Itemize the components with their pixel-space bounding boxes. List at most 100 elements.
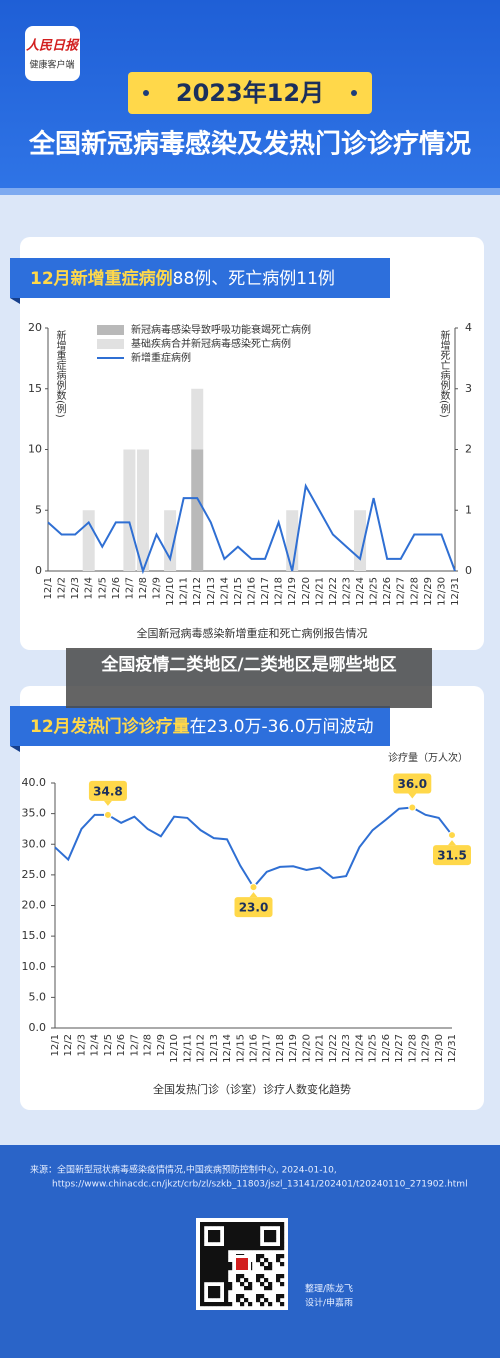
dot xyxy=(351,90,357,96)
date: 2023年12月 xyxy=(176,79,324,107)
qr-cell xyxy=(204,1262,209,1267)
qr-cell xyxy=(224,1278,229,1283)
x-tick-label: 12/17 xyxy=(260,577,271,606)
x-tick-label: 12/5 xyxy=(97,577,108,599)
point xyxy=(249,883,258,892)
qr-cell xyxy=(260,1294,265,1299)
qr-cell xyxy=(216,1286,221,1291)
x-tick-label: 12/25 xyxy=(369,577,380,606)
qr-cell xyxy=(236,1298,241,1303)
qr-cell xyxy=(200,1258,205,1263)
x-tick-label: 12/13 xyxy=(209,1034,220,1063)
qr-cell xyxy=(220,1270,225,1275)
qr-cell xyxy=(268,1238,273,1243)
qr-cell xyxy=(224,1250,229,1255)
qr-cell xyxy=(240,1230,245,1235)
data-label: 23.0 xyxy=(239,901,269,915)
qr-cell xyxy=(212,1294,217,1299)
qr-cell xyxy=(232,1234,237,1239)
qr-cell xyxy=(272,1246,277,1251)
qr-cell xyxy=(204,1270,209,1275)
qr-cell xyxy=(208,1262,213,1267)
qr-cell xyxy=(276,1298,281,1303)
x-tick-label: 12/11 xyxy=(182,1034,193,1063)
qr-cell xyxy=(272,1222,277,1227)
qr-cell xyxy=(212,1238,217,1243)
qr-cell xyxy=(208,1222,213,1227)
x-tick-label: 12/6 xyxy=(111,577,122,599)
qr-cell xyxy=(212,1230,217,1235)
qr-cell xyxy=(260,1274,265,1279)
qr-cell xyxy=(248,1226,253,1231)
qr-cell xyxy=(256,1238,261,1243)
qr-cell xyxy=(208,1254,213,1259)
qr-cell xyxy=(200,1254,205,1259)
qr-cell xyxy=(236,1278,241,1283)
x-tick-label: 12/23 xyxy=(341,1034,352,1063)
banner-fold xyxy=(10,746,20,752)
qr-cell xyxy=(204,1274,209,1279)
qr-cell xyxy=(248,1282,253,1287)
logo-sub: 健康客户端 xyxy=(29,59,74,71)
x-tick-label: 12/8 xyxy=(138,577,149,599)
y-axis-label: 新增重症病例数(例) xyxy=(54,329,66,418)
qr-cell xyxy=(248,1246,253,1251)
qr-cell xyxy=(228,1238,233,1243)
qr-cell xyxy=(252,1246,257,1251)
qr-cell xyxy=(240,1242,245,1247)
qr-cell xyxy=(268,1222,273,1227)
qr-cell xyxy=(200,1226,205,1231)
x-tick-label: 12/21 xyxy=(314,577,325,606)
qr-cell xyxy=(200,1294,205,1299)
x-tick-label: 12/6 xyxy=(116,1034,127,1056)
qr-cell xyxy=(200,1270,205,1275)
qr-cell xyxy=(244,1246,249,1251)
x-tick-label: 12/21 xyxy=(315,1034,326,1063)
y-tick-label: 15 xyxy=(28,382,42,395)
qr-cell xyxy=(224,1234,229,1239)
x-tick-label: 12/28 xyxy=(407,1034,418,1063)
point xyxy=(408,803,417,812)
chart-title: 12月发热门诊诊疗量在23.0万-36.0万间波动 xyxy=(30,716,374,737)
bar xyxy=(191,449,204,571)
qr-cell xyxy=(268,1282,273,1287)
qr-cell xyxy=(272,1230,277,1235)
title-rest: 在23.0万-36.0万间波动 xyxy=(190,717,374,737)
x-tick-label: 12/31 xyxy=(450,577,461,606)
qr-cell xyxy=(280,1294,285,1299)
legend-swatch xyxy=(97,325,124,335)
x-tick-label: 12/14 xyxy=(222,1034,233,1063)
x-tick-label: 12/9 xyxy=(152,577,163,599)
qr-cell xyxy=(276,1278,281,1283)
qr-cell xyxy=(220,1258,225,1263)
qr-cell xyxy=(256,1274,261,1279)
x-tick-label: 12/26 xyxy=(382,577,393,606)
qr-cell xyxy=(252,1226,257,1231)
x-tick-label: 12/5 xyxy=(103,1034,114,1056)
qr-cell xyxy=(224,1238,229,1243)
caption: 全国新冠病毒感染新增重症和死亡病例报告情况 xyxy=(137,626,368,640)
x-tick-label: 12/20 xyxy=(301,577,312,606)
x-tick-label: 12/12 xyxy=(196,1034,207,1063)
x-tick-label: 12/10 xyxy=(165,577,176,606)
qr-cell xyxy=(200,1278,205,1283)
qr-cell xyxy=(244,1230,249,1235)
qr-cell xyxy=(200,1286,205,1291)
label-pointer xyxy=(408,793,417,799)
qr-cell xyxy=(200,1290,205,1295)
x-tick-label: 12/22 xyxy=(328,577,339,606)
qr-cell xyxy=(276,1222,281,1227)
qr-cell xyxy=(200,1238,205,1243)
qr-cell xyxy=(244,1278,249,1283)
legend-swatch xyxy=(97,339,124,349)
qr-cell xyxy=(280,1238,285,1243)
qr-cell xyxy=(268,1286,273,1291)
x-tick-label: 12/23 xyxy=(341,577,352,606)
date-pill xyxy=(128,72,372,114)
source: 来源：全国新型冠状病毒感染疫情情况,中国疾病预防控制中心, 2024-01-10… xyxy=(30,1164,337,1176)
qr-cell xyxy=(248,1302,253,1307)
bar xyxy=(191,388,204,450)
qr-cell xyxy=(260,1246,265,1251)
qr-cell xyxy=(272,1234,277,1239)
